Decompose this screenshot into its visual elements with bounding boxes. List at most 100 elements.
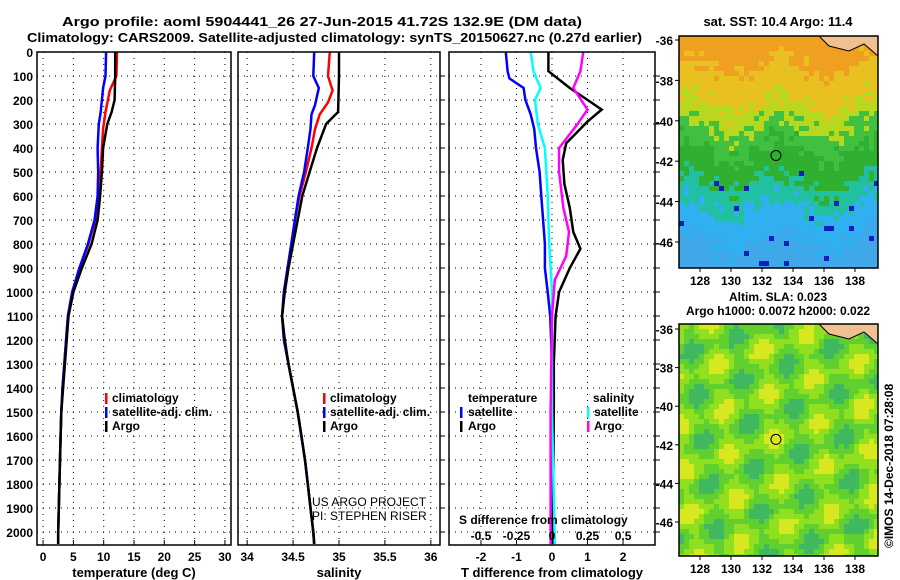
map-cell [784, 226, 789, 231]
map-cell [874, 369, 878, 374]
map-cell [734, 509, 739, 514]
map-cell [789, 394, 794, 399]
map-cell [834, 499, 839, 504]
map-cell [819, 334, 824, 339]
map-cell [859, 464, 864, 469]
map-cell [694, 474, 699, 479]
map-cell [749, 354, 754, 359]
map-cell [779, 329, 784, 334]
map-cell [694, 494, 699, 499]
map-cell [809, 444, 814, 449]
map-cell [829, 409, 834, 414]
map-cell [814, 106, 819, 111]
map-cell [844, 484, 849, 489]
map-cell [754, 61, 759, 66]
map-cell [749, 126, 754, 131]
map-cell [729, 324, 734, 329]
map-cell [869, 141, 874, 146]
map-cell [834, 459, 839, 464]
map-cell [794, 519, 799, 524]
map-cell [734, 549, 739, 554]
map-cell [699, 414, 704, 419]
map-cell [789, 334, 794, 339]
map-cell [854, 534, 859, 539]
lat-tick-label: -36 [656, 323, 674, 337]
map-cell [774, 449, 779, 454]
map-cell [729, 369, 734, 374]
map-cell [874, 494, 878, 499]
map-cell [854, 424, 859, 429]
map-cell [799, 96, 804, 101]
map-cell [824, 414, 829, 419]
map-cell [809, 369, 814, 374]
map-cell [819, 549, 824, 554]
map-cell [859, 166, 864, 171]
map-cell [744, 484, 749, 489]
map-cell [684, 96, 689, 101]
map-cell [869, 439, 874, 444]
map-cell [779, 71, 784, 76]
map-cell [789, 236, 794, 241]
map-cell [694, 414, 699, 419]
map-cell [699, 534, 704, 539]
map-cell [719, 221, 724, 226]
map-cell [704, 191, 709, 196]
map-cell [744, 369, 749, 374]
map-cell [704, 81, 709, 86]
map-cell [749, 221, 754, 226]
map-cell [684, 171, 689, 176]
map-cell [869, 156, 874, 161]
series-line-satellite-adj-clim- [280, 51, 321, 545]
map-cell [769, 101, 774, 106]
map-cell [754, 131, 759, 136]
map-cell [694, 206, 699, 211]
map-cell [739, 46, 744, 51]
map-cell [759, 191, 764, 196]
map-cell [729, 201, 734, 206]
map-cell [834, 524, 839, 529]
map-cell [869, 146, 874, 151]
map-cell [819, 544, 824, 549]
map-cell [694, 409, 699, 414]
map-cell [794, 414, 799, 419]
map-cell [724, 266, 729, 268]
map-cell [689, 489, 694, 494]
map-cell [839, 354, 844, 359]
map-cell [734, 126, 739, 131]
map-cell [819, 61, 824, 66]
map-cell [824, 379, 829, 384]
map-cell [849, 354, 854, 359]
map-cell [744, 384, 749, 389]
map-cell [679, 334, 684, 339]
map-cell [724, 186, 729, 191]
map-cell [819, 449, 824, 454]
map-cell [689, 329, 694, 334]
map-cell [689, 384, 694, 389]
map-cell [784, 454, 789, 459]
map-cell [769, 111, 774, 116]
map-cell [804, 86, 809, 91]
map-cell [734, 161, 739, 166]
map-cell [709, 146, 714, 151]
map-cell [694, 66, 699, 71]
map-cell [694, 419, 699, 424]
map-cell [684, 339, 689, 344]
map-cell [684, 221, 689, 226]
map-cell [704, 344, 709, 349]
map-cell [834, 196, 839, 201]
map-cell [814, 409, 819, 414]
map-cell [744, 61, 749, 66]
map-cell [734, 76, 739, 81]
map-cell [824, 449, 829, 454]
map-cell [844, 196, 849, 201]
map-cell [734, 181, 739, 186]
map-cell [799, 339, 804, 344]
map-cell [819, 106, 824, 111]
map-cell [824, 246, 829, 251]
s-tick-label: 0 [549, 529, 556, 543]
map-cell [799, 41, 804, 46]
depth-tick-label: 500 [13, 166, 33, 180]
map-cell [799, 519, 804, 524]
map-cell [809, 344, 814, 349]
